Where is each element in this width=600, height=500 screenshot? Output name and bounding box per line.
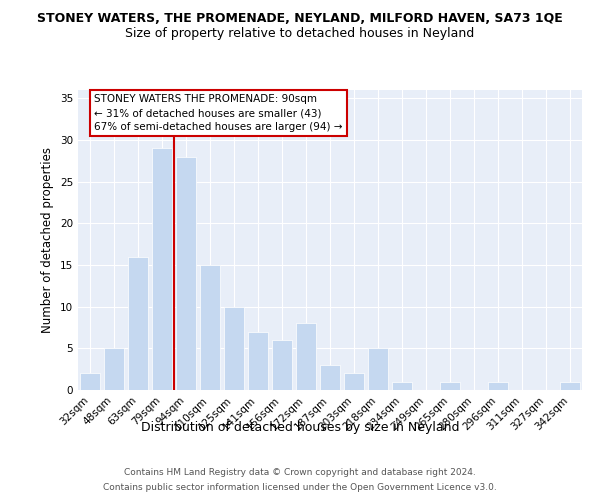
Bar [248, 332, 268, 390]
Bar [104, 348, 124, 390]
Bar [152, 148, 172, 390]
Text: STONEY WATERS, THE PROMENADE, NEYLAND, MILFORD HAVEN, SA73 1QE: STONEY WATERS, THE PROMENADE, NEYLAND, M… [37, 12, 563, 26]
Bar [176, 156, 196, 390]
Bar [320, 365, 340, 390]
Text: Contains HM Land Registry data © Crown copyright and database right 2024.: Contains HM Land Registry data © Crown c… [124, 468, 476, 477]
Bar [440, 382, 460, 390]
Bar [200, 265, 220, 390]
Bar [368, 348, 388, 390]
Bar [392, 382, 412, 390]
Bar [560, 382, 580, 390]
Text: Distribution of detached houses by size in Neyland: Distribution of detached houses by size … [141, 421, 459, 434]
Bar [224, 306, 244, 390]
Bar [488, 382, 508, 390]
Text: STONEY WATERS THE PROMENADE: 90sqm
← 31% of detached houses are smaller (43)
67%: STONEY WATERS THE PROMENADE: 90sqm ← 31%… [94, 94, 343, 132]
Bar [272, 340, 292, 390]
Bar [296, 324, 316, 390]
Bar [344, 374, 364, 390]
Bar [128, 256, 148, 390]
Text: Size of property relative to detached houses in Neyland: Size of property relative to detached ho… [125, 28, 475, 40]
Bar [80, 374, 100, 390]
Y-axis label: Number of detached properties: Number of detached properties [41, 147, 55, 333]
Text: Contains public sector information licensed under the Open Government Licence v3: Contains public sector information licen… [103, 483, 497, 492]
